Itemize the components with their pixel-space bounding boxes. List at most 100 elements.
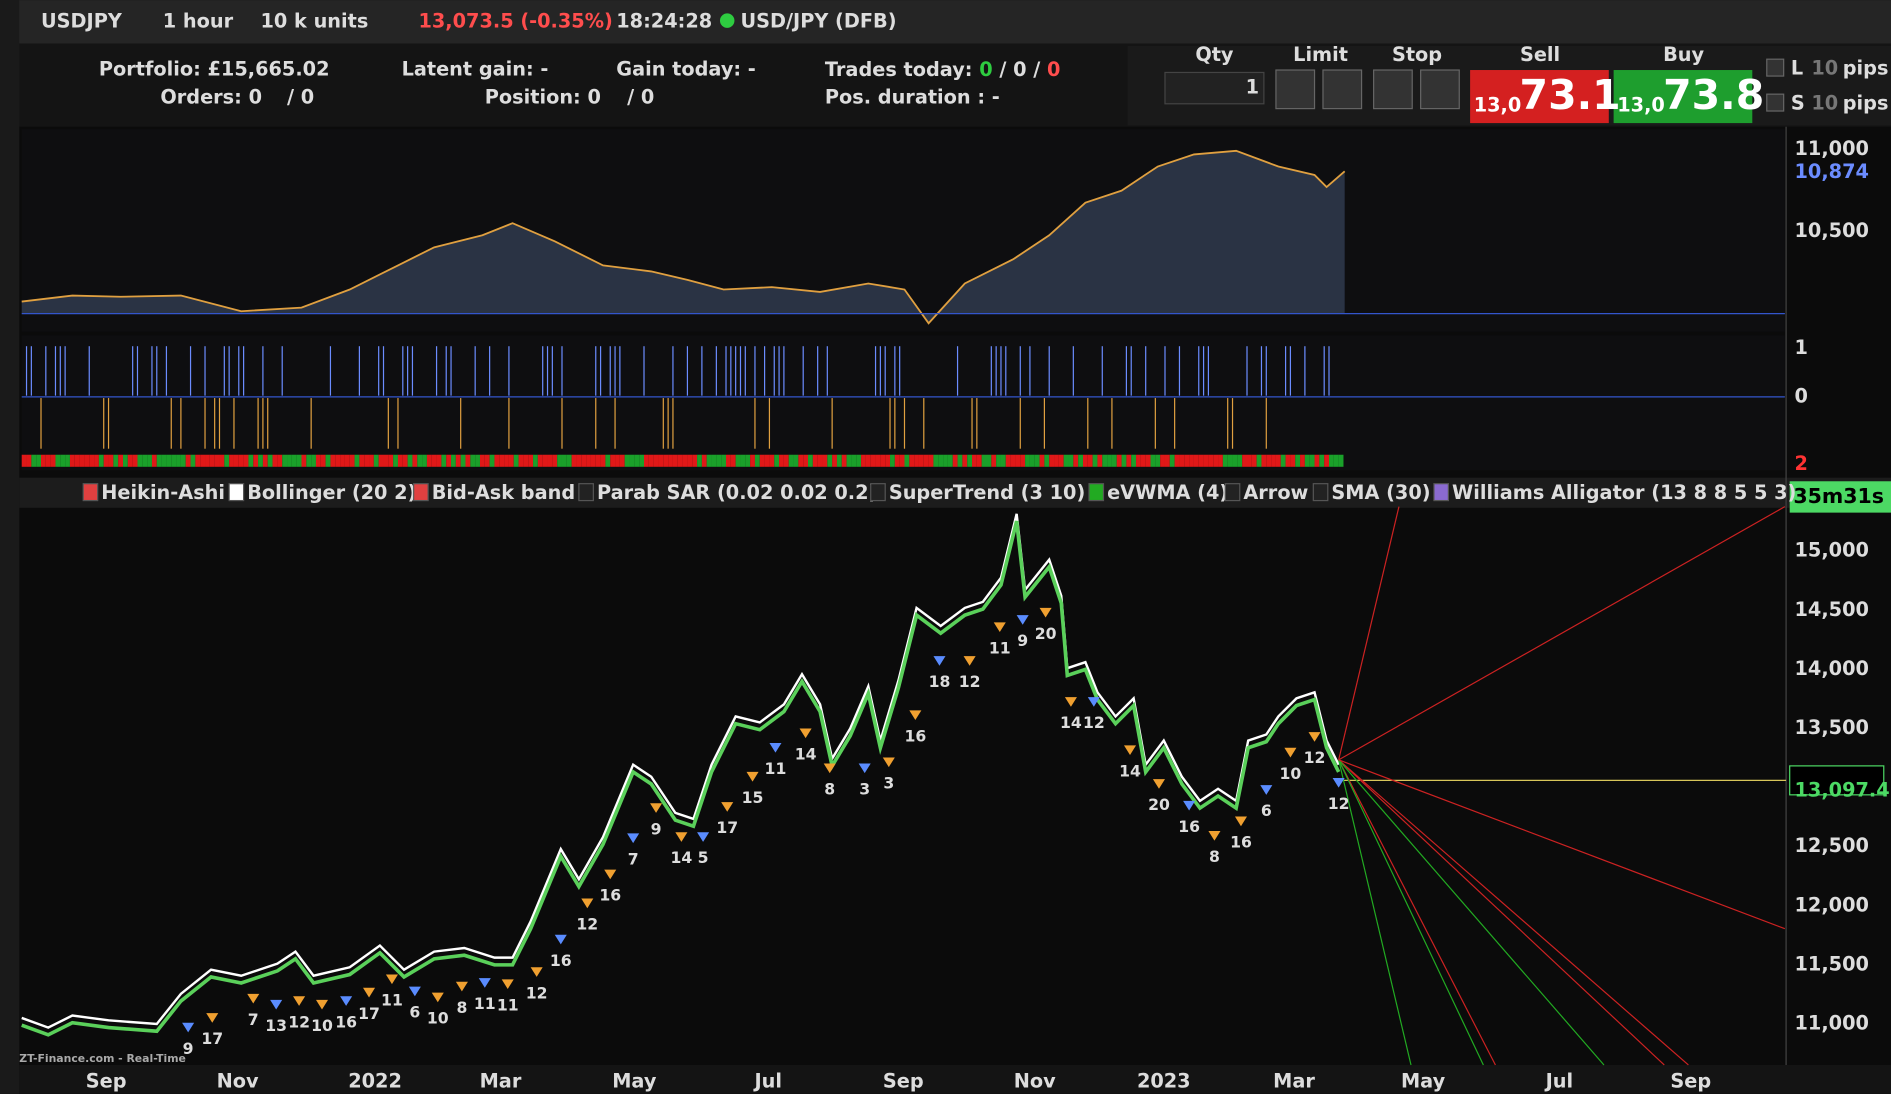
qty[interactable]: 1 <box>1246 76 1259 99</box>
band-cell <box>397 454 403 467</box>
time-axis-label: Nov <box>1014 1069 1056 1092</box>
arrow-label: 3 <box>883 773 894 792</box>
band-cell <box>962 454 968 467</box>
buy-button[interactable] <box>1613 70 1753 124</box>
arrow-label: 11 <box>474 994 496 1013</box>
qty-input[interactable] <box>1164 71 1265 105</box>
band-cell <box>1319 454 1325 467</box>
stop-sell-btn[interactable] <box>1420 69 1460 110</box>
band-cell <box>233 454 239 467</box>
indicator-name[interactable]: Parab SAR (0.02 0.02 0.2) <box>597 481 877 504</box>
arrow-label: 15 <box>742 788 764 807</box>
indicator-name[interactable]: SuperTrend (3 10) <box>889 481 1085 504</box>
band-cell <box>624 454 630 467</box>
band-cell <box>899 454 905 467</box>
indicator-swatch <box>1088 483 1105 502</box>
band-cell <box>1068 454 1074 467</box>
band-cell <box>1063 454 1069 467</box>
band-cell <box>45 454 51 467</box>
indicator-name[interactable]: Arrow <box>1243 481 1308 504</box>
symbol[interactable]: USDJPY <box>41 9 123 32</box>
band-cell <box>1179 454 1185 467</box>
s-checkbox[interactable] <box>1766 93 1785 112</box>
band-cell <box>692 454 698 467</box>
band-cell <box>957 454 963 467</box>
timeframe[interactable]: 1 hour <box>163 9 234 32</box>
band-cell <box>996 454 1001 467</box>
band-cell <box>74 454 80 467</box>
s-pips[interactable]: 10 <box>1811 91 1838 114</box>
sell-button[interactable] <box>1470 70 1609 124</box>
sell-price: 73.1 <box>1520 71 1621 119</box>
band-cell <box>533 454 538 467</box>
stop-buy-btn[interactable] <box>1373 69 1413 110</box>
band-cell <box>808 454 813 467</box>
buy-label: Buy <box>1663 43 1704 66</box>
band-cell <box>1039 454 1045 467</box>
band-cell <box>783 454 789 467</box>
band-cell <box>335 454 341 467</box>
band-cell <box>1058 454 1064 467</box>
band-cell <box>31 454 37 467</box>
arrow-label: 12 <box>576 915 598 934</box>
band-cell <box>171 454 177 467</box>
band-cell <box>740 454 746 467</box>
evwma-line <box>21 520 1341 1037</box>
band-cell <box>137 454 143 467</box>
band-cell <box>885 454 891 467</box>
band-cell <box>1073 454 1079 467</box>
band-cell <box>793 454 799 467</box>
limit-sell-btn[interactable] <box>1322 69 1363 110</box>
indicator-name[interactable]: Bollinger (20 2) <box>247 481 416 504</box>
band-cell <box>1338 454 1344 467</box>
arrow <box>823 763 836 774</box>
arrow <box>408 986 421 997</box>
band-cell <box>590 454 596 467</box>
band-cell <box>238 454 244 467</box>
band-cell <box>822 454 828 467</box>
size[interactable]: 10 k units <box>260 9 368 32</box>
projection <box>1338 506 1400 760</box>
price: 13,073.5 (-0.35%) <box>418 9 612 32</box>
limit-buy-btn[interactable] <box>1275 69 1316 110</box>
orders: Orders: 0 <box>160 85 262 108</box>
band-cell <box>581 454 587 467</box>
band-cell <box>1025 454 1030 467</box>
arrow <box>363 987 376 998</box>
band-cell <box>600 454 606 467</box>
band-cell <box>185 454 191 467</box>
band-cell <box>460 454 466 467</box>
indicator-name[interactable]: Bid-Ask band <box>432 481 575 504</box>
band-cell <box>711 454 717 467</box>
band-cell <box>595 454 601 467</box>
arrow <box>1183 800 1196 811</box>
sell-prefix: 13,0 <box>1474 94 1522 117</box>
indicator-name[interactable]: Williams Alligator (13 8 8 5 5 3) <box>1452 481 1796 504</box>
band-cell <box>1246 454 1252 467</box>
l-pips[interactable]: 10 <box>1811 56 1838 79</box>
band-cell <box>142 454 148 467</box>
indicator-name[interactable]: Heikin-Ashi <box>101 481 225 504</box>
band-cell <box>1251 454 1257 467</box>
band-cell <box>407 454 413 467</box>
band-cell <box>1304 454 1310 467</box>
band-cell <box>832 454 837 467</box>
arrow-label: 16 <box>1178 817 1200 836</box>
indicator-name[interactable]: eVWMA (4) <box>1107 481 1228 504</box>
band-cell <box>1256 454 1262 467</box>
l-checkbox[interactable] <box>1766 58 1785 77</box>
band-cell <box>557 454 562 467</box>
band-cell <box>108 454 114 467</box>
band-cell <box>190 454 196 467</box>
arrow <box>963 656 976 666</box>
band-cell <box>1280 454 1286 467</box>
band-cell <box>682 454 688 467</box>
band-cell <box>470 454 476 467</box>
limit: Limit <box>1293 43 1348 66</box>
band-cell <box>402 454 408 467</box>
arrow-label: 6 <box>409 1003 420 1022</box>
latent-gain: Latent gain: - <box>402 58 549 81</box>
band-cell <box>156 454 162 467</box>
band-cell <box>1333 454 1339 467</box>
indicator-name[interactable]: SMA (30) <box>1331 481 1430 504</box>
